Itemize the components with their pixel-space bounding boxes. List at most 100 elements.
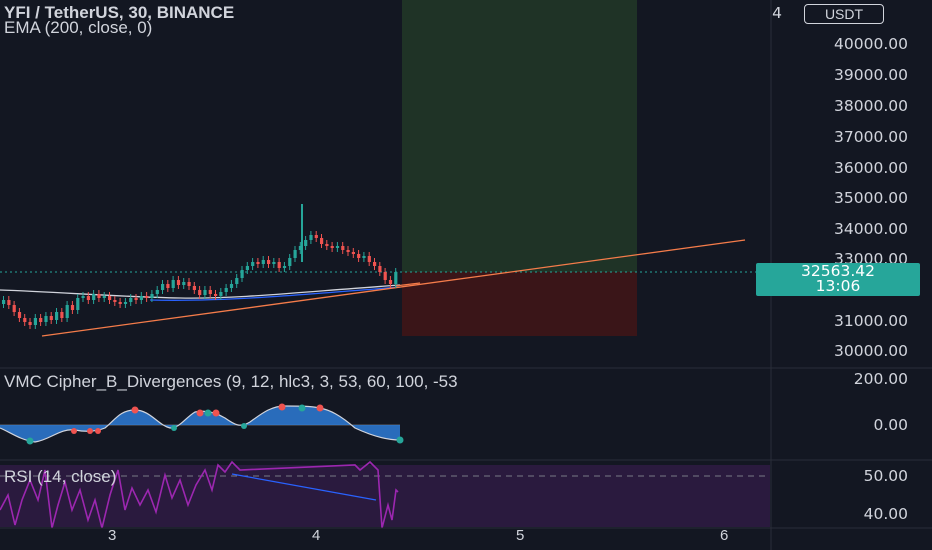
candle-body [251,262,255,266]
candle-body [171,280,175,288]
candle-body [187,282,191,286]
ema-line-2 [149,286,401,301]
candle-body [394,272,398,284]
ema-indicator-title[interactable]: EMA (200, close, 0) [4,18,153,37]
vmc-axis-label: 0.00 [873,416,908,434]
candle-body [23,318,27,322]
vmc-indicator-title[interactable]: VMC Cipher_B_Divergences (9, 12, hlc3, 3… [4,372,458,391]
candle-body [298,246,302,250]
candle-body [367,256,371,262]
price-label: 40000.00 [834,35,908,53]
time-label: 3 [108,527,117,544]
candle-body [203,290,207,295]
candle-body [330,246,334,248]
candle-body [341,246,345,250]
candle-body [229,284,234,288]
candle-body [102,296,106,298]
candle-body [92,294,96,300]
candle-body [139,296,143,300]
candle-body [288,258,292,266]
candle-body [357,254,361,258]
candle-body [145,296,149,298]
rsi-line [0,460,399,529]
candle-body [65,305,69,318]
candle-body [256,262,260,264]
price-label: 31000.00 [834,312,908,330]
candle-body [118,302,122,304]
candle-body [86,296,90,300]
candle-body [373,262,377,266]
candle-body [12,305,16,312]
candle-body [161,284,165,290]
price-label: 34000.00 [834,220,908,238]
time-label: 6 [720,527,729,544]
candle-body [176,280,181,285]
price-label: 4 [772,4,782,22]
trendline[interactable] [41,239,746,337]
candle-body [383,272,387,280]
candle-body [2,300,6,304]
candle-body [261,260,265,264]
candle-body [134,298,138,300]
candle-body [198,290,202,295]
price-label: 38000.00 [834,97,908,115]
vmc-dots [26,403,404,445]
candle-body [378,266,382,272]
time-label: 5 [516,527,525,544]
candle-body [108,296,112,300]
candle-body [214,294,218,296]
loss-zone[interactable] [402,272,637,336]
price-label: 39000.00 [834,66,908,84]
candle-body [235,278,239,284]
trendline-2[interactable] [394,282,421,287]
candle-body [7,300,11,305]
last-price-value: 32563.42 [801,262,875,280]
candle-body [155,290,159,294]
candle-body [320,238,324,244]
candle-body [245,266,249,270]
profit-zone[interactable] [402,0,637,272]
vmc-axis-label: 200.00 [853,370,908,388]
price-label: 37000.00 [834,128,908,146]
candle-body [277,262,281,268]
candle-body [208,290,212,294]
price-label: 36000.00 [834,159,908,177]
candle-body [182,282,186,285]
candle-body [272,262,276,264]
candle-body [44,316,48,322]
candle-body [81,296,85,298]
candle-body [33,318,37,325]
candle-body [351,252,355,254]
candle-body [325,244,329,246]
rsi-axis-label: 50.00 [863,467,908,485]
ema-line [0,284,401,299]
candle-body [304,240,308,246]
candle-body [309,235,313,240]
candle-body [192,286,196,290]
candle-body [28,322,32,325]
candle-body [76,298,80,310]
candle-body [70,305,75,310]
candle-body [346,250,350,252]
candle-body [97,294,101,298]
candle-body [219,292,223,296]
candle-body [17,312,22,318]
last-price-tag: 32563.42 13:06 [756,263,920,296]
candle-body [129,298,133,302]
symbol-title[interactable]: YFI / TetherUS, 30, BINANCE [4,3,235,22]
candle-body [224,288,228,292]
candle-body [362,256,366,258]
candle-body [150,294,154,298]
currency-button[interactable]: USDT [804,4,884,24]
price-label: 30000.00 [834,342,908,360]
candle-body [282,266,287,268]
rsi-indicator-title[interactable]: RSI (14, close) [4,467,117,486]
candle-body [293,250,297,258]
candle-body [123,302,128,304]
candle-body [166,284,170,288]
candle-body [240,270,244,278]
candle-body [388,280,393,284]
time-label: 4 [312,527,321,544]
candle-body [60,312,64,318]
